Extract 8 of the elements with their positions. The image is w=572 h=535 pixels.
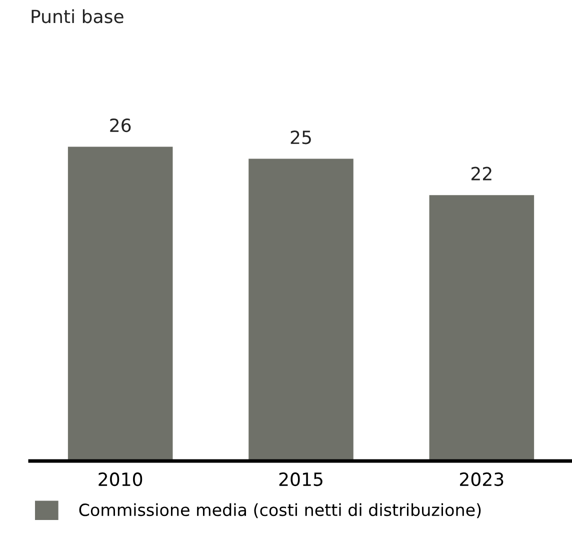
data-label: 26 xyxy=(110,118,131,132)
legend-label: Commissione media (costi netti di distribuzione) xyxy=(79,503,481,518)
x-tick-label: 2010 xyxy=(98,472,142,486)
chart-title: Punti base xyxy=(32,9,124,24)
data-label: 22 xyxy=(472,166,492,180)
data-label: 25 xyxy=(290,130,311,144)
x-tick-label: 2015 xyxy=(279,472,322,486)
x-tick-label: 2023 xyxy=(460,472,504,486)
